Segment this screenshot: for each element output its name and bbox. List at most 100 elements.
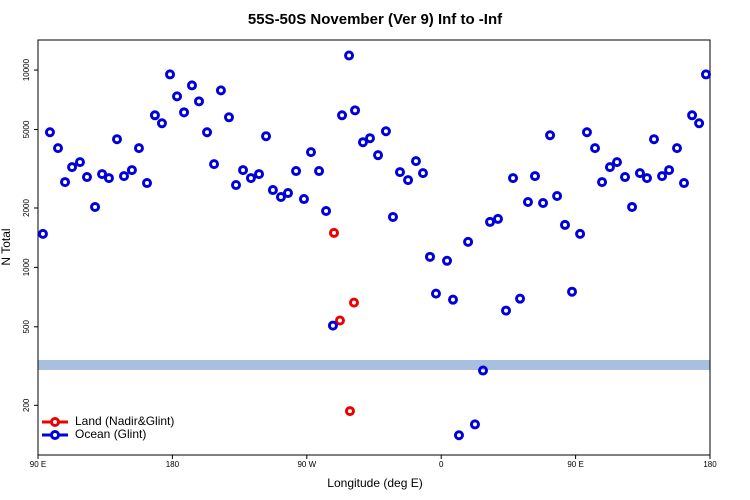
legend-marker [50,417,60,427]
point [231,180,242,191]
point [447,294,458,305]
point [641,173,652,184]
point [97,169,108,180]
point [559,219,570,230]
point [209,159,220,170]
point [357,137,368,148]
point [126,165,137,176]
point [90,201,101,212]
point [186,80,197,91]
point [111,134,122,145]
point [261,131,272,142]
x-axis-label: Longitude (deg E) [327,476,422,490]
point [172,91,183,102]
point [575,228,586,239]
point [321,205,332,216]
point [567,286,578,297]
x-tick-label: 90 E [30,460,46,469]
point [453,430,464,441]
point [469,419,480,430]
point [350,105,361,116]
point [442,255,453,266]
point [254,169,265,180]
point [337,110,348,121]
point [694,118,705,129]
point [344,406,355,417]
x-tick-label: 0 [439,460,444,469]
legend-label: Ocean (Glint) [75,427,146,441]
point [657,171,668,182]
point [611,157,622,168]
y-tick-label: 10000 [22,58,31,81]
point [394,167,405,178]
point [364,133,375,144]
x-tick-label: 180 [166,460,180,469]
point [179,107,190,118]
point [508,173,519,184]
point [60,177,71,188]
point [604,162,615,173]
plot-frame [37,39,711,456]
point [410,156,421,167]
point [142,178,153,189]
point [44,127,55,138]
point [298,194,309,205]
point [687,110,698,121]
point [238,165,249,176]
y-tick-label: 200 [22,398,31,412]
point [305,147,316,158]
point [463,236,474,247]
point [291,166,302,177]
x-tick-label: 180 [703,460,717,469]
point [417,168,428,179]
point [314,166,325,177]
point [430,288,441,299]
point [679,178,690,189]
point [620,172,631,183]
point [403,175,414,186]
point [202,127,213,138]
point [193,96,204,107]
point [165,69,176,80]
y-tick-label: 500 [22,320,31,334]
point [515,293,526,304]
point [119,171,130,182]
point [327,320,338,331]
point [67,162,78,173]
point [223,112,234,123]
point [267,185,278,196]
point [133,143,144,154]
point [387,211,398,222]
point [627,201,638,212]
chart-title: 55S-50S November (Ver 9) Inf to -Inf [248,11,503,28]
point [552,191,563,202]
point [664,165,675,176]
point [425,251,435,262]
legend-marker [50,430,60,440]
point [103,173,114,184]
point [156,118,167,129]
x-tick-label: 90 W [297,460,316,469]
point [149,110,160,121]
point [348,297,359,308]
point [344,50,355,61]
point [380,126,391,137]
y-axis-label: N Total [0,228,13,265]
overlay-band [38,360,710,370]
x-tick-label: 90 E [567,460,583,469]
point [529,171,540,182]
point [215,85,226,96]
point [478,365,489,376]
point [501,305,512,316]
point [590,143,601,154]
point [581,127,592,138]
point [81,172,92,183]
point [282,188,293,199]
legend-label: Land (Nadir&Glint) [75,414,174,428]
point [53,143,64,154]
point [334,315,345,326]
point [37,228,48,239]
y-tick-label: 5000 [22,120,31,138]
point [700,69,711,80]
